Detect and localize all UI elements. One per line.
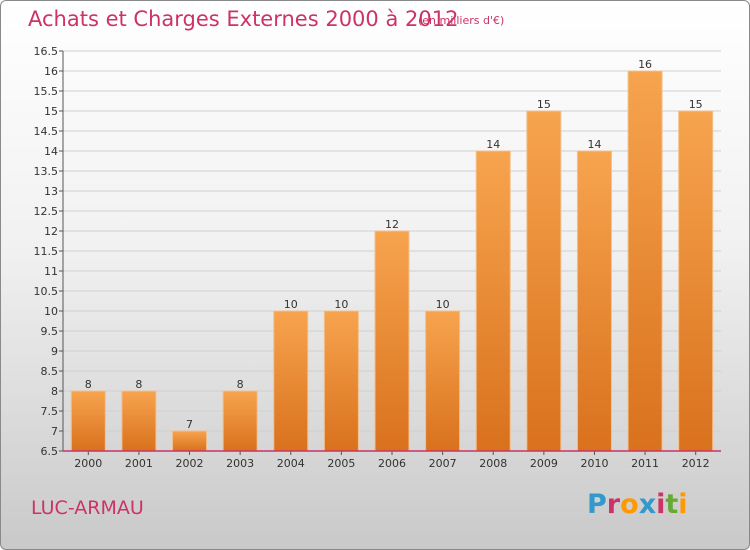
logo-letter: i (678, 489, 688, 520)
axes: 6.5 7 7.5 8 8.5 9 9.5 10 10.5 11 11.5 12 12.5 13 13.5 1… (34, 45, 721, 470)
x-tick-label-2009: 2009 (530, 457, 558, 470)
y-tick-label: 14.5 (34, 125, 59, 138)
y-tick-label: 16 (44, 65, 58, 78)
y-tick-label: 9.5 (41, 325, 59, 338)
logo-letter: o (620, 489, 639, 520)
y-tick-label: 12.5 (34, 205, 59, 218)
bar-2006 (374, 230, 410, 452)
x-tick-label-2012: 2012 (682, 457, 710, 470)
data-label-2012: 15 (689, 98, 703, 111)
data-label-2005: 10 (334, 298, 348, 311)
logo-letter: x (638, 489, 657, 520)
logo-letter: r (606, 489, 621, 520)
chart-unit: (en milliers d'€) (418, 14, 505, 27)
data-label-2008: 14 (486, 138, 500, 151)
y-tick-label: 15.5 (34, 85, 59, 98)
x-tick-label-2008: 2008 (479, 457, 507, 470)
y-tick-label: 15 (44, 105, 58, 118)
bar-2012 (678, 110, 714, 452)
y-tick-label: 7.5 (41, 405, 59, 418)
y-tick-label: 7 (51, 425, 58, 438)
bar-2000 (70, 390, 106, 452)
y-tick-label: 13 (44, 185, 58, 198)
y-tick-label: 8.5 (41, 365, 59, 378)
bar-2005 (323, 310, 359, 452)
logo-letter: t (665, 489, 679, 520)
chart-title: Achats et Charges Externes 2000 à 2012 (28, 7, 459, 31)
data-label-2001: 8 (135, 378, 142, 391)
x-tick-label-2003: 2003 (226, 457, 254, 470)
bar-2002 (172, 430, 208, 452)
bar-2010 (576, 150, 612, 452)
x-tick-label-2002: 2002 (176, 457, 204, 470)
x-tick-label-2000: 2000 (74, 457, 102, 470)
y-tick-label: 10.5 (34, 285, 59, 298)
y-tick-label: 9 (51, 345, 58, 358)
bar-2001 (121, 390, 157, 452)
bar-2007 (425, 310, 461, 452)
bar-2011 (627, 70, 663, 452)
y-tick-label: 6.5 (41, 445, 59, 458)
y-tick-label: 11 (44, 265, 58, 278)
data-label-2003: 8 (237, 378, 244, 391)
y-tick-label: 13.5 (34, 165, 59, 178)
data-label-2004: 10 (284, 298, 298, 311)
x-tick-label-2001: 2001 (125, 457, 153, 470)
x-tick-label-2006: 2006 (378, 457, 406, 470)
y-tick-label: 16.5 (34, 45, 59, 58)
proxiti-logo: Proxiti (587, 489, 688, 520)
data-label-2011: 16 (638, 58, 652, 71)
y-tick-label: 10 (44, 305, 58, 318)
data-label-2010: 14 (587, 138, 601, 151)
x-tick-label-2007: 2007 (429, 457, 457, 470)
bar-2009 (526, 110, 562, 452)
bar-2004 (273, 310, 309, 452)
commune-name: LUC-ARMAU (31, 497, 144, 519)
data-label-2009: 15 (537, 98, 551, 111)
y-tick-label: 11.5 (34, 245, 59, 258)
y-tick-label: 14 (44, 145, 58, 158)
data-label-2000: 8 (85, 378, 92, 391)
x-tick-label-2011: 2011 (631, 457, 659, 470)
y-tick-label: 8 (51, 385, 58, 398)
x-tick-label-2010: 2010 (580, 457, 608, 470)
logo-letter: P (587, 489, 607, 520)
bar-2003 (222, 390, 258, 452)
bars: 8 8 7 8 10 10 12 10 14 15 14 16 15 (70, 58, 714, 452)
data-label-2007: 10 (436, 298, 450, 311)
x-tick-label-2004: 2004 (277, 457, 305, 470)
bar-2008 (475, 150, 511, 452)
y-tick-label: 12 (44, 225, 58, 238)
data-label-2006: 12 (385, 218, 399, 231)
logo-letter: i (656, 489, 666, 520)
data-label-2002: 7 (186, 418, 193, 431)
x-tick-label-2005: 2005 (327, 457, 355, 470)
